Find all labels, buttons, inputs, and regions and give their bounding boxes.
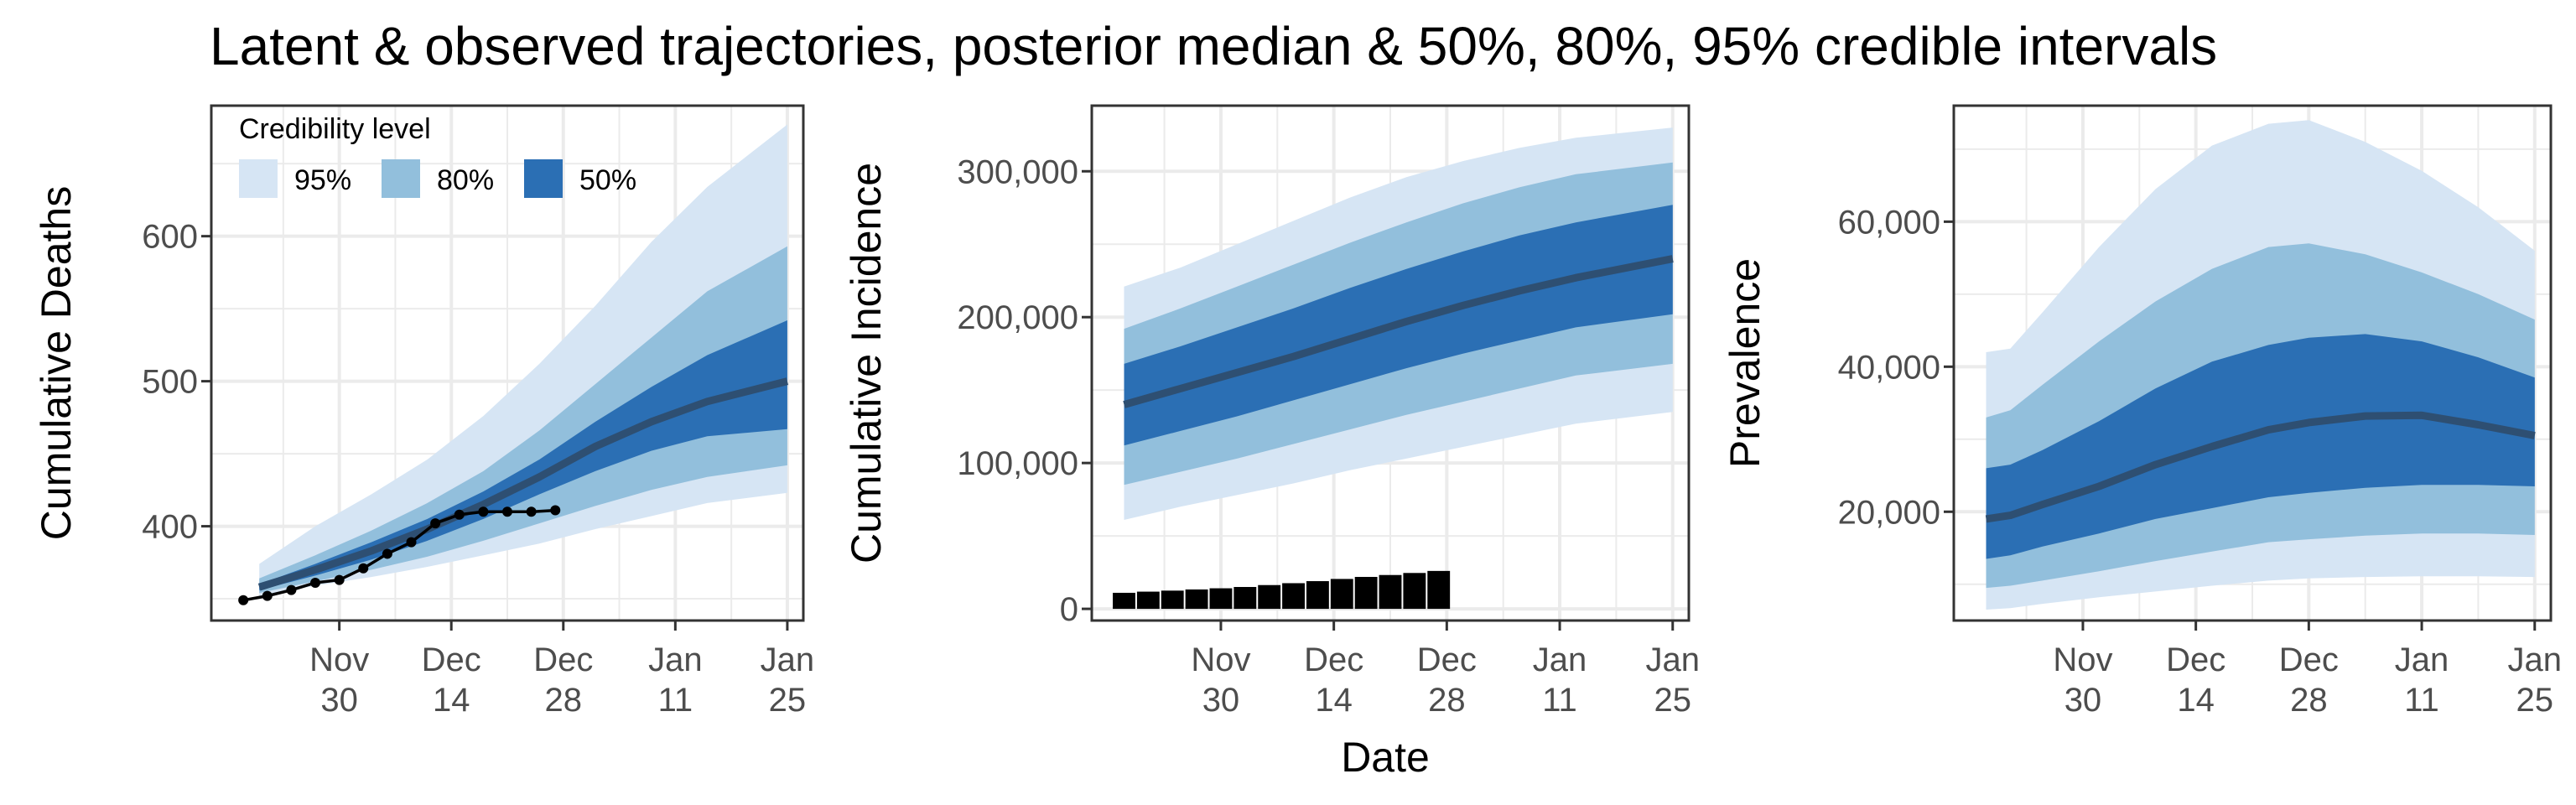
y-tick-label: 60,000 [1838, 204, 1940, 241]
x-tick-label-day: 28 [2290, 682, 2328, 719]
band-50 [259, 320, 787, 590]
observed-point [526, 506, 537, 517]
observed-bar [1330, 579, 1353, 610]
x-tick-label-day: 25 [1654, 682, 1692, 719]
legend-label: 80% [437, 164, 494, 196]
x-tick-label-month: Jan [2395, 641, 2449, 678]
x-tick-label-day: 28 [545, 682, 583, 719]
legend: Credibility level 95% 80% 50% [239, 113, 636, 198]
x-axis-title: Date [1341, 734, 1430, 781]
observed-bar [1403, 573, 1426, 610]
observed-bar [1354, 576, 1378, 610]
panel-cumulative-deaths: 400 500 600 Nov 30 Dec 14 Dec 28 Jan 11 Jan 25 Cumula… [33, 104, 815, 719]
band-50 [1986, 334, 2535, 559]
x-tick-label-month: Jan [2508, 641, 2563, 678]
legend-label: 95% [294, 164, 351, 196]
x-tick-label-month: Jan [648, 641, 703, 678]
observed-bar [1258, 584, 1281, 610]
observed-point [454, 509, 465, 520]
median-line [1123, 255, 1674, 408]
x-tick-label-month: Nov [309, 641, 369, 678]
x-tick-label-day: 11 [2404, 682, 2439, 719]
x-tick-label-month: Dec [533, 641, 593, 678]
observed-bar [1185, 589, 1208, 610]
y-tick-label: 200,000 [957, 299, 1078, 336]
panel-cumulative-incidence: 0 100,000 200,000 300,000 Nov 30 Dec 14 Dec 28 Jan… [843, 104, 1701, 719]
observed-point [358, 563, 369, 574]
x-tick-label-day: 28 [1428, 682, 1466, 719]
y-tick-label: 500 [142, 364, 198, 401]
y-tick-label: 0 [1060, 591, 1078, 628]
observed-bar [1161, 590, 1184, 610]
observed-point [382, 548, 392, 559]
x-tick-label-month: Nov [2053, 641, 2112, 678]
x-tick-label-month: Dec [2166, 641, 2225, 678]
observed-bar [1233, 586, 1257, 610]
y-axis-title: Prevalence [1722, 258, 1768, 468]
x-tick-label-day: 30 [320, 682, 358, 719]
x-tick-label-month: Jan [1646, 641, 1701, 678]
x-tick-label-day: 11 [1542, 682, 1577, 719]
x-tick-label-day: 14 [2177, 682, 2215, 719]
y-tick-label: 40,000 [1838, 349, 1940, 386]
x-tick-label-month: Dec [1304, 641, 1363, 678]
observed-bar [1427, 570, 1451, 610]
y-tick-label: 100,000 [957, 445, 1078, 482]
legend-key-50 [524, 159, 563, 198]
observed-point [310, 578, 321, 589]
y-axis-title: Cumulative Deaths [33, 186, 80, 540]
observed-bar [1306, 581, 1329, 610]
y-tick-label: 600 [142, 219, 198, 256]
observed-bar [1209, 588, 1233, 610]
x-tick-label-month: Jan [1533, 641, 1587, 678]
x-tick-label-day: 25 [2516, 682, 2554, 719]
x-tick-label-day: 11 [658, 682, 693, 719]
observed-point [334, 574, 345, 585]
observed-bar [1379, 574, 1402, 610]
x-tick-label-day: 14 [433, 682, 470, 719]
y-axis-title: Cumulative Incidence [843, 163, 890, 564]
median-line [257, 377, 789, 591]
y-tick-label: 400 [142, 509, 198, 546]
x-tick-label-month: Dec [2279, 641, 2339, 678]
y-tick-label: 20,000 [1838, 494, 1940, 531]
observed-point [262, 590, 273, 601]
figure-title: Latent & observed trajectories, posterio… [210, 16, 2218, 76]
x-tick-label-month: Nov [1191, 641, 1250, 678]
legend-key-95 [239, 159, 278, 198]
legend-label: 50% [579, 164, 636, 196]
x-tick-label-month: Jan [761, 641, 815, 678]
x-tick-label-day: 14 [1315, 682, 1353, 719]
x-tick-label-month: Dec [1417, 641, 1477, 678]
legend-key-80 [382, 159, 420, 198]
x-tick-label-month: Dec [422, 641, 481, 678]
observed-point [430, 518, 441, 529]
observed-point [550, 505, 561, 516]
observed-bar [1113, 592, 1135, 610]
observed-point [478, 506, 489, 517]
x-tick-label-day: 25 [769, 682, 807, 719]
observed-point [502, 506, 512, 517]
panel-border [210, 104, 805, 622]
x-tick-label-day: 30 [1202, 682, 1240, 719]
panel-border [1090, 104, 1690, 622]
observed-bar [1136, 591, 1160, 610]
panel-border [1952, 104, 2553, 622]
median-line [1985, 411, 2536, 523]
observed-point [406, 537, 417, 548]
panel-prevalence: 20,000 40,000 60,000 Nov 30 Dec 14 Dec 28 Jan 11 Ja… [1722, 104, 2563, 719]
observed-bar [1282, 583, 1305, 610]
y-tick-label: 300,000 [957, 153, 1078, 190]
observed-point [286, 584, 297, 595]
observed-point [238, 595, 249, 605]
legend-title: Credibility level [239, 113, 431, 145]
x-tick-label-day: 30 [2064, 682, 2102, 719]
